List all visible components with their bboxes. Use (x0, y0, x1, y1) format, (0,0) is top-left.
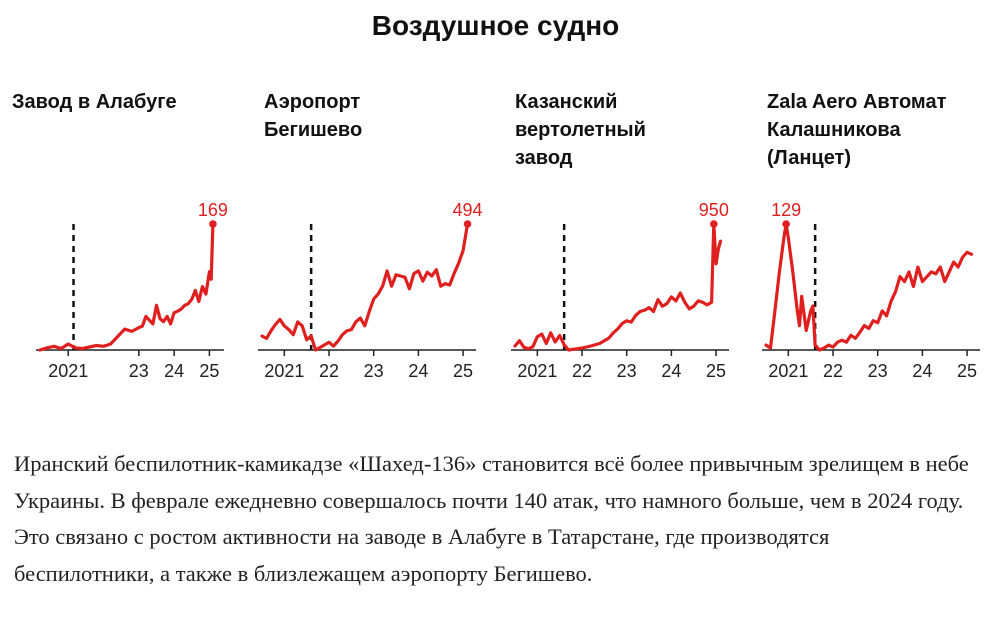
series-line (260, 222, 470, 352)
x-tick-label: 25 (199, 361, 219, 381)
series-line (38, 222, 215, 352)
x-tick-label: 22 (823, 361, 843, 381)
x-tick-label: 24 (164, 361, 184, 381)
x-tick-label: 25 (957, 361, 977, 381)
peak-dot (782, 220, 790, 228)
panel-title-line: (Ланцет) (767, 147, 852, 169)
peak-dot (710, 220, 718, 228)
x-tick-label: 23 (364, 361, 384, 381)
x-tick-label: 2021 (517, 361, 557, 381)
peak-dot (463, 220, 472, 228)
x-tick-label: 24 (408, 361, 428, 381)
peak-value-label: 129 (771, 200, 801, 220)
panel-title-line: завод (515, 147, 573, 169)
x-tick-label: 24 (661, 361, 681, 381)
peak-value-label: 169 (198, 200, 228, 220)
x-tick-label: 23 (868, 361, 888, 381)
panel-title-alabuga: Завод в Алабуге (12, 88, 232, 116)
panel-title-kazan-helicopter: Казанский вертолетный завод (515, 88, 735, 172)
panel-title-line: Zala Aero Автомат (767, 91, 947, 113)
x-tick-label: 23 (129, 361, 149, 381)
panel-title-line: вертолетный (515, 119, 646, 141)
x-tick-label: 2021 (768, 361, 808, 381)
series-line (764, 222, 974, 352)
x-tick-label: 25 (706, 361, 726, 381)
panel-title-line: Бегишево (264, 119, 363, 141)
x-tick-label: 2021 (264, 361, 304, 381)
panel-title-line: Аэропорт (264, 91, 361, 113)
x-tick-label: 23 (617, 361, 637, 381)
x-tick-label: 22 (572, 361, 592, 381)
x-tick-label: 2021 (48, 361, 88, 381)
article-caption: Иранский беспилотник-камикадзе «Шахед-13… (14, 451, 969, 586)
peak-value-label: 494 (453, 200, 483, 220)
series-line (513, 222, 723, 352)
x-tick-label: 25 (453, 361, 473, 381)
peak-dot (209, 220, 217, 228)
panel-title-begishevo: Аэропорт Бегишево (264, 88, 484, 144)
panel-title-zala-lancet: Zala Aero Автомат Калашникова (Ланцет) (767, 88, 987, 172)
x-tick-label: 22 (319, 361, 339, 381)
x-tick-label: 24 (912, 361, 932, 381)
panel-title-line: Завод в Алабуге (12, 91, 177, 113)
small-multiples-chart: 2021 23 24 25 169 2021 22 23 24 25 494 2021 22 23 24 25… (36, 200, 980, 381)
peak-value-label: 950 (699, 200, 729, 220)
chart-title: Воздушное судно (371, 10, 620, 41)
panel-title-line: Казанский (515, 91, 618, 113)
panel-title-line: Калашникова (767, 119, 901, 141)
